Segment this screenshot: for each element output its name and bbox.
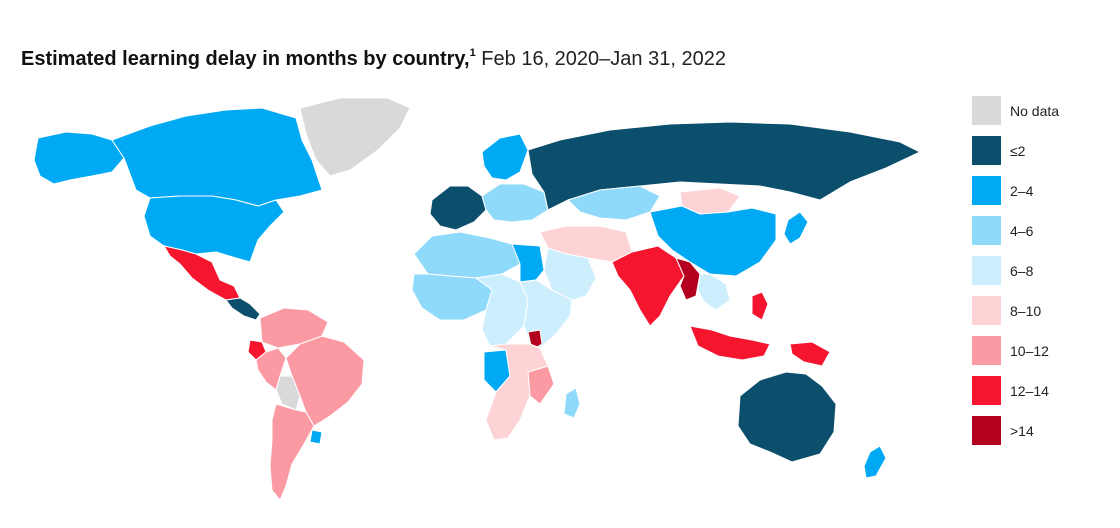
legend-item: 6–8 [972, 256, 1112, 286]
legend-label: 2–4 [1010, 183, 1034, 199]
title-period: Feb 16, 2020–Jan 31, 2022 [481, 48, 726, 70]
map-region-greenland [299, 97, 411, 177]
map-region-canada [111, 107, 323, 207]
map-region-papua-new-guinea [789, 341, 831, 367]
title-main: Estimated learning delay in months by co… [21, 48, 470, 70]
chart-title: Estimated learning delay in months by co… [21, 40, 726, 72]
legend-item: 12–14 [972, 376, 1112, 406]
map-region-india [611, 245, 685, 327]
map-region-madagascar [563, 387, 581, 419]
legend-item: 10–12 [972, 336, 1112, 366]
map-region-japan [783, 211, 809, 245]
map-region-peru [255, 347, 287, 391]
map-region-australia [737, 371, 837, 463]
title-footnote-marker: 1 [469, 47, 476, 59]
map-region-southeast-asia [697, 273, 731, 311]
legend-swatch [972, 96, 1001, 125]
map-region-russia [527, 121, 921, 211]
map-region-china [649, 205, 777, 277]
legend-item: >14 [972, 416, 1112, 446]
legend-item: 2–4 [972, 176, 1112, 206]
map-region-scandinavia [481, 133, 529, 181]
map-region-central-europe [481, 183, 549, 223]
map-region-mozambique [527, 365, 555, 405]
legend-swatch [972, 136, 1001, 165]
legend-swatch [972, 296, 1001, 325]
legend-item: 4–6 [972, 216, 1112, 246]
legend-label: 6–8 [1010, 263, 1034, 279]
legend-swatch [972, 376, 1001, 405]
map-region-southern-africa [485, 343, 549, 441]
legend-swatch [972, 416, 1001, 445]
legend-label: 8–10 [1010, 303, 1042, 319]
map-region-myanmar [675, 257, 701, 301]
map-region-argentina-chile [269, 403, 315, 501]
legend-item: ≤2 [972, 136, 1112, 166]
legend-label: No data [1010, 103, 1060, 119]
legend-swatch [972, 176, 1001, 205]
legend-label: ≤2 [1010, 143, 1026, 159]
map-region-new-zealand [863, 445, 887, 479]
legend-label: 12–14 [1010, 383, 1049, 399]
map-region-arabian-peninsula [543, 247, 597, 303]
map-region-western-europe [429, 185, 487, 231]
map-region-north-africa [413, 231, 521, 279]
legend-item: 8–10 [972, 296, 1112, 326]
legend-item: No data [972, 96, 1112, 126]
legend-swatch [972, 256, 1001, 285]
map-region-indonesia [689, 325, 771, 361]
legend-swatch [972, 336, 1001, 365]
legend-label: >14 [1010, 423, 1034, 439]
map-region-united-states [143, 195, 285, 263]
world-map [33, 97, 921, 501]
legend-label: 10–12 [1010, 343, 1049, 359]
legend-label: 4–6 [1010, 223, 1034, 239]
map-region-philippines [751, 291, 769, 321]
map-region-uruguay [309, 429, 323, 445]
legend-swatch [972, 216, 1001, 245]
map-region-alaska [33, 131, 125, 185]
map-region-central-america [225, 297, 261, 321]
